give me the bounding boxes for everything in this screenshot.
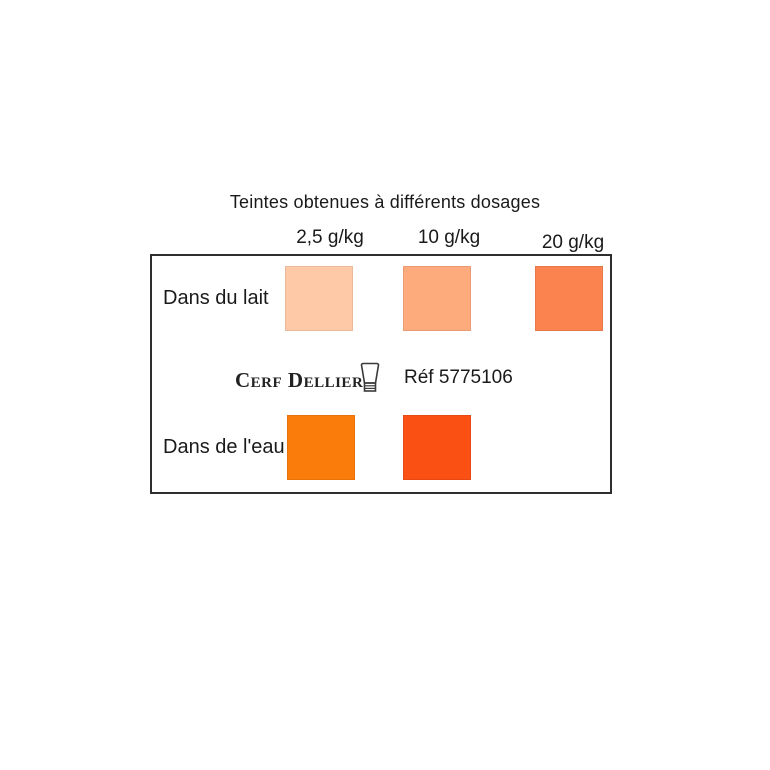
brand-wordmark: Cerf Dellier xyxy=(235,368,364,392)
row-label-milk: Dans du lait xyxy=(163,287,269,309)
row-label-water: Dans de l'eau xyxy=(163,436,285,458)
dosage-column-header-2-5: 2,5 g/kg xyxy=(296,227,364,248)
swatch-milk-2-5gkg xyxy=(285,266,353,331)
swatch-water-10gkg xyxy=(403,415,471,480)
product-reference: Réf 5775106 xyxy=(404,367,513,388)
dosage-column-header-20: 20 g/kg xyxy=(541,232,605,253)
swatch-water-2-5gkg xyxy=(287,415,355,480)
chef-hat-icon xyxy=(360,362,380,392)
swatch-milk-20gkg xyxy=(535,266,603,331)
swatch-milk-10gkg xyxy=(403,266,471,331)
chart-title: Teintes obtenues à différents dosages xyxy=(229,192,541,212)
dosage-column-header-10: 10 g/kg xyxy=(417,227,481,248)
